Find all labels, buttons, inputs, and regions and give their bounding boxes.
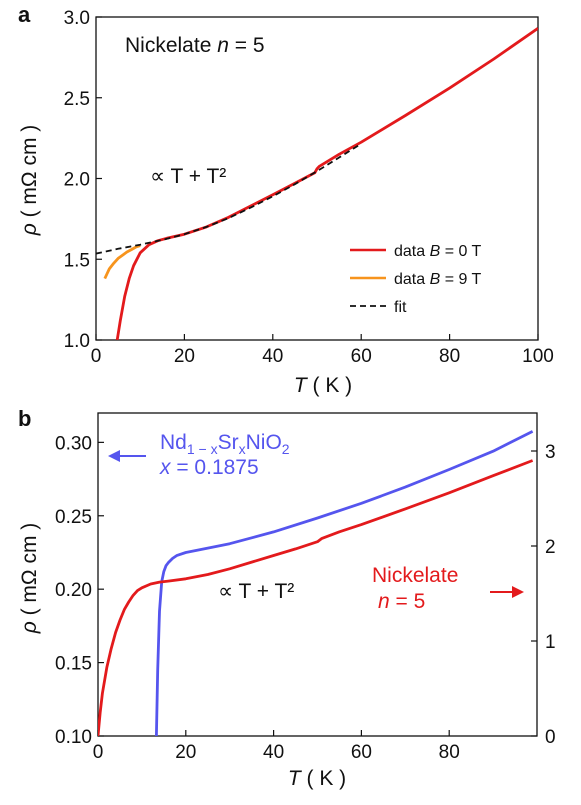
panel-a-ytick-label: 2.5 [64,89,90,110]
panel-a: a 0 20 40 60 80 100 1.0 1.5 2.0 2.5 3.0 data B = 0… [18,2,554,397]
panel-b-ylabel: ρ ( mΩ cm ) [18,523,41,635]
series-nd-label-line1: Nd1 − xSrxNiO2 [160,431,290,457]
panel-a-series-line-0 [115,27,538,340]
panel-b-series-line-1 [98,459,534,736]
panel-b-ytick-right-label: 1 [545,632,556,653]
series-nickelate-arrow [490,586,524,598]
panel-a-ytick-label: 1.5 [64,250,90,271]
panel-a-legend-label: data B = 0 T [394,243,482,260]
panel-a-series-line-1 [103,244,141,280]
panel-b-ytick-right-label: 3 [545,442,556,463]
panel-b-xtick-label: 80 [439,742,460,763]
panel-a-annotation: ∝ T + T² [150,165,226,188]
panel-b-ytick-left-label: 0.15 [55,654,92,675]
series-nickelate-label-line2: n = 5 [378,590,425,613]
panel-a-xtick-label: 60 [351,346,372,367]
series-nd-arrow [108,450,146,462]
panel-b-ytick-left-label: 0.20 [55,580,92,601]
panel-a-legend: data B = 0 T data B = 9 T fit [350,243,482,316]
panel-b-letter: b [18,406,31,431]
panel-a-xlabel: T ( K ) [294,374,352,397]
panel-b-ytick-right-label: 2 [545,537,556,558]
panel-b: b 0 20 40 60 80 0.10 0.15 0.20 0.25 0.30 0 1 2 3 ∝ T … [18,406,556,790]
panel-b-frame [97,412,538,737]
panel-b-ytick-left-label: 0.25 [55,507,92,528]
panel-a-ytick-label: 1.0 [64,331,90,352]
panel-a-ylabel: ρ ( mΩ cm ) [18,125,41,237]
panel-b-xlabel: T ( K ) [288,767,346,790]
panel-b-xtick-label: 0 [93,742,104,763]
panel-b-ytick-left-label: 0.30 [55,433,92,454]
panel-b-plot-area: 0 20 40 60 80 0.10 0.15 0.20 0.25 0.30 0 1 2 3 [55,412,556,763]
panel-a-legend-label: fit [394,299,407,316]
panel-b-ytick-right-label: 0 [545,727,556,748]
panel-a-series-line-2 [96,143,362,255]
panel-a-ytick-label: 2.0 [64,170,90,191]
panel-a-xtick-label: 80 [439,346,460,367]
panel-a-xtick-label: 40 [262,346,283,367]
panel-b-ytick-left-label: 0.10 [55,727,92,748]
series-nd-label-line2: x = 0.1875 [159,456,259,479]
panel-a-letter: a [18,2,31,27]
panel-b-xtick-label: 60 [351,742,372,763]
panel-a-title: Nickelate n = 5 [125,34,265,57]
panel-b-annotation: ∝ T + T² [218,580,294,603]
series-nickelate-label-line1: Nickelate [372,564,458,587]
panel-a-xtick-label: 20 [174,346,195,367]
panel-b-xtick-label: 40 [263,742,284,763]
panel-a-plot-area: 0 20 40 60 80 100 1.0 1.5 2.0 2.5 3.0 [64,8,554,367]
panel-a-legend-label: data B = 9 T [394,271,482,288]
panel-b-xtick-label: 20 [175,742,196,763]
panel-b-series-line-0 [155,430,534,736]
panel-a-xtick-label: 100 [522,346,554,367]
panel-a-xtick-label: 0 [91,346,102,367]
panel-a-ytick-label: 3.0 [64,8,90,29]
